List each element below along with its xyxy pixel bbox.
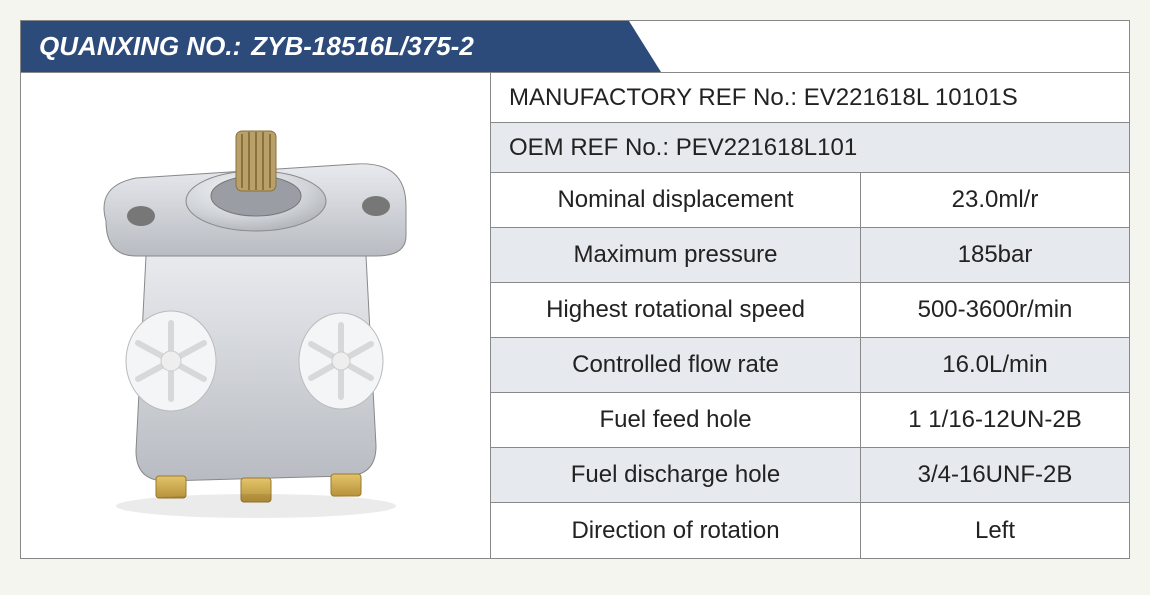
part-number-value: ZYB-18516L/375-2 bbox=[251, 31, 474, 62]
spec-label: Fuel feed hole bbox=[491, 393, 861, 447]
oem-ref-text: OEM REF No.: PEV221618L101 bbox=[509, 134, 857, 162]
spec-value: 16.0L/min bbox=[861, 338, 1129, 392]
spec-value: 23.0ml/r bbox=[861, 173, 1129, 227]
spec-value: 1 1/16-12UN-2B bbox=[861, 393, 1129, 447]
spec-value: 500-3600r/min bbox=[861, 283, 1129, 337]
manufactory-ref-text: MANUFACTORY REF No.: EV221618L 10101S bbox=[509, 84, 1018, 112]
spec-label: Maximum pressure bbox=[491, 228, 861, 282]
banner-shape: QUANXING NO.: ZYB-18516L/375-2 bbox=[21, 21, 661, 72]
header-banner: QUANXING NO.: ZYB-18516L/375-2 bbox=[21, 21, 1129, 73]
spec-value: 185bar bbox=[861, 228, 1129, 282]
spec-label: Highest rotational speed bbox=[491, 283, 861, 337]
manufactory-ref-row: MANUFACTORY REF No.: EV221618L 10101S bbox=[491, 73, 1129, 123]
spec-row: Nominal displacement 23.0ml/r bbox=[491, 173, 1129, 228]
spec-value: Left bbox=[861, 503, 1129, 558]
product-card: QUANXING NO.: ZYB-18516L/375-2 bbox=[20, 20, 1130, 559]
spec-label: Controlled flow rate bbox=[491, 338, 861, 392]
pump-icon bbox=[46, 106, 466, 526]
spec-label: Nominal displacement bbox=[491, 173, 861, 227]
part-number-label: QUANXING NO.: bbox=[39, 31, 241, 62]
body-row: MANUFACTORY REF No.: EV221618L 10101S OE… bbox=[21, 73, 1129, 558]
spec-row: Highest rotational speed 500-3600r/min bbox=[491, 283, 1129, 338]
spec-row: Fuel discharge hole 3/4-16UNF-2B bbox=[491, 448, 1129, 503]
spec-table: MANUFACTORY REF No.: EV221618L 10101S OE… bbox=[491, 73, 1129, 558]
spec-value: 3/4-16UNF-2B bbox=[861, 448, 1129, 502]
spec-row: Maximum pressure 185bar bbox=[491, 228, 1129, 283]
product-image-cell bbox=[21, 73, 491, 558]
spec-row: Fuel feed hole 1 1/16-12UN-2B bbox=[491, 393, 1129, 448]
spec-label: Fuel discharge hole bbox=[491, 448, 861, 502]
spec-label: Direction of rotation bbox=[491, 503, 861, 558]
spec-row: Controlled flow rate 16.0L/min bbox=[491, 338, 1129, 393]
spec-row: Direction of rotation Left bbox=[491, 503, 1129, 558]
oem-ref-row: OEM REF No.: PEV221618L101 bbox=[491, 123, 1129, 173]
